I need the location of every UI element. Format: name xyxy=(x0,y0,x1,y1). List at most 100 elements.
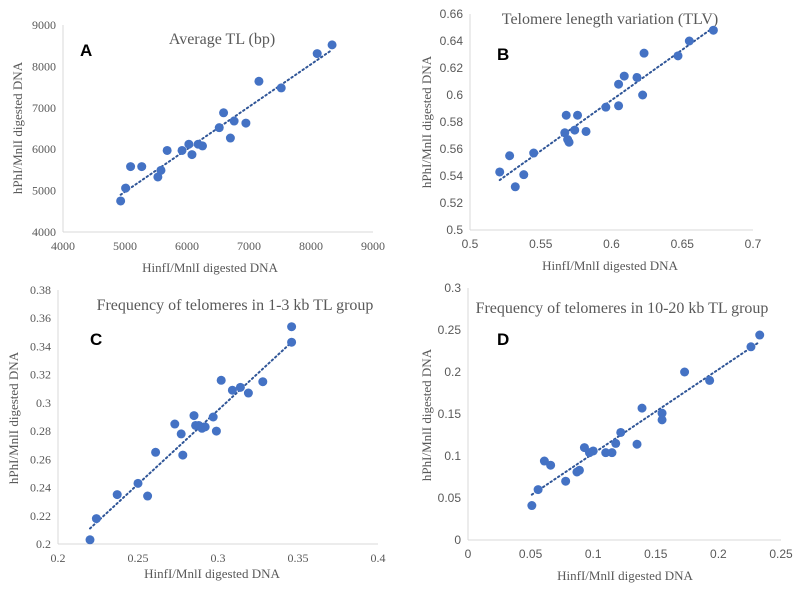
x-tick-label: 0.2 xyxy=(51,551,66,565)
data-point xyxy=(510,182,520,192)
y-axis-label: hPhI/MnlI digested DNA xyxy=(419,55,434,188)
data-point xyxy=(211,426,221,436)
y-tick-label: 0.3 xyxy=(36,396,51,410)
x-tick-label: 0.55 xyxy=(529,237,553,251)
y-axis-label: hPhI/MnlI digested DNA xyxy=(419,348,434,481)
data-point xyxy=(632,72,642,82)
x-tick-label: 0.5 xyxy=(462,237,479,251)
y-tick-label: 0.25 xyxy=(438,323,462,337)
x-tick-label: 0.15 xyxy=(644,547,668,561)
data-point xyxy=(673,51,683,61)
y-tick-label: 6000 xyxy=(32,142,56,156)
data-point xyxy=(529,148,539,158)
data-point xyxy=(505,151,515,161)
data-point xyxy=(235,382,245,392)
y-tick-label: 0.38 xyxy=(30,283,51,297)
data-point xyxy=(189,411,199,421)
y-tick-label: 0.1 xyxy=(444,449,461,463)
y-tick-label: 0.22 xyxy=(30,509,51,523)
data-point xyxy=(243,388,253,398)
y-tick-label: 0.52 xyxy=(440,196,464,210)
data-point xyxy=(258,377,268,387)
x-tick-label: 0.2 xyxy=(710,547,727,561)
data-point xyxy=(632,439,642,449)
x-tick-label: 0.25 xyxy=(769,547,793,561)
x-tick-label: 5000 xyxy=(113,239,137,253)
data-point xyxy=(225,133,235,143)
data-point xyxy=(85,535,95,545)
data-point xyxy=(680,367,690,377)
data-point xyxy=(601,102,611,112)
x-tick-label: 9000 xyxy=(361,239,385,253)
data-point xyxy=(755,330,765,340)
data-point xyxy=(614,101,624,111)
data-point xyxy=(287,322,297,332)
panel-letter: D xyxy=(497,330,509,349)
chart-title: Average TL (bp) xyxy=(169,31,275,48)
y-tick-label: 0.62 xyxy=(440,61,464,75)
data-point xyxy=(533,485,543,495)
y-tick-label: 9000 xyxy=(32,18,56,32)
x-axis-label: HinfI/MnlI digested DNA xyxy=(557,568,693,583)
panel-b: 0.5 0.52 0.54 0.56 0.58 0.6 0.62 0.64 0.66 0.5 0.5… xyxy=(419,7,762,273)
data-point xyxy=(657,408,667,418)
x-tick-label: 0.6 xyxy=(603,237,620,251)
data-point xyxy=(573,110,583,120)
data-point xyxy=(254,76,264,86)
data-point xyxy=(143,491,153,501)
data-point xyxy=(619,71,629,81)
data-point xyxy=(527,501,537,511)
y-tick-label: 8000 xyxy=(32,59,56,73)
data-point xyxy=(112,490,122,500)
x-tick-label: 0.05 xyxy=(519,547,543,561)
data-point xyxy=(601,448,611,458)
data-point xyxy=(156,165,166,175)
data-point xyxy=(200,422,210,432)
data-point xyxy=(561,476,571,486)
data-point xyxy=(151,447,161,457)
data-point xyxy=(561,110,571,120)
x-tick-label: 0.65 xyxy=(671,237,695,251)
data-point xyxy=(564,137,574,147)
x-tick-label: 7000 xyxy=(237,239,261,253)
y-axis-label: hPhI/MnlI digested DNA xyxy=(6,351,21,484)
data-point xyxy=(162,145,172,155)
data-point xyxy=(276,83,286,93)
y-tick-label: 0.32 xyxy=(30,368,51,382)
y-tick-label: 0.6 xyxy=(446,88,463,102)
data-point xyxy=(116,196,126,206)
y-tick-label: 5000 xyxy=(32,184,56,198)
y-tick-label: 0.58 xyxy=(440,115,464,129)
y-axis-label: hPhI/MnlI digested DNA xyxy=(10,61,25,194)
data-point xyxy=(91,514,101,524)
data-point xyxy=(570,125,580,135)
chart-title: Telomere lenegth variation (TLV) xyxy=(502,11,718,28)
data-point xyxy=(495,167,505,177)
data-point xyxy=(214,123,224,133)
data-point xyxy=(616,427,626,437)
x-tick-label: 8000 xyxy=(299,239,323,253)
data-point xyxy=(312,49,322,59)
chart-title: Frequency of telomeres in 10-20 kb TL gr… xyxy=(476,300,769,317)
data-point xyxy=(184,139,194,149)
x-tick-label: 6000 xyxy=(175,239,199,253)
data-point xyxy=(121,183,131,193)
panel-letter: B xyxy=(497,45,509,64)
x-tick-label: 0.35 xyxy=(288,551,309,565)
y-tick-label: 0.24 xyxy=(30,481,51,495)
data-point xyxy=(639,48,649,58)
trendline xyxy=(89,341,293,530)
y-tick-label: 0.66 xyxy=(440,7,464,21)
data-point xyxy=(219,108,229,118)
data-point xyxy=(227,385,237,395)
panel-d: 0 0.05 0.1 0.15 0.2 0.25 0.3 0 0.05 0.1 0.15 0.2 0.2… xyxy=(419,281,793,583)
data-point xyxy=(170,419,180,429)
data-point xyxy=(588,446,598,456)
y-tick-label: 0.3 xyxy=(444,281,461,295)
data-point xyxy=(126,162,136,172)
data-point xyxy=(560,128,570,138)
panel-letter: C xyxy=(90,330,102,349)
chart-title: Frequency of telomeres in 1-3 kb TL grou… xyxy=(97,297,374,314)
y-tick-label: 0.2 xyxy=(444,365,461,379)
data-point xyxy=(198,141,207,151)
